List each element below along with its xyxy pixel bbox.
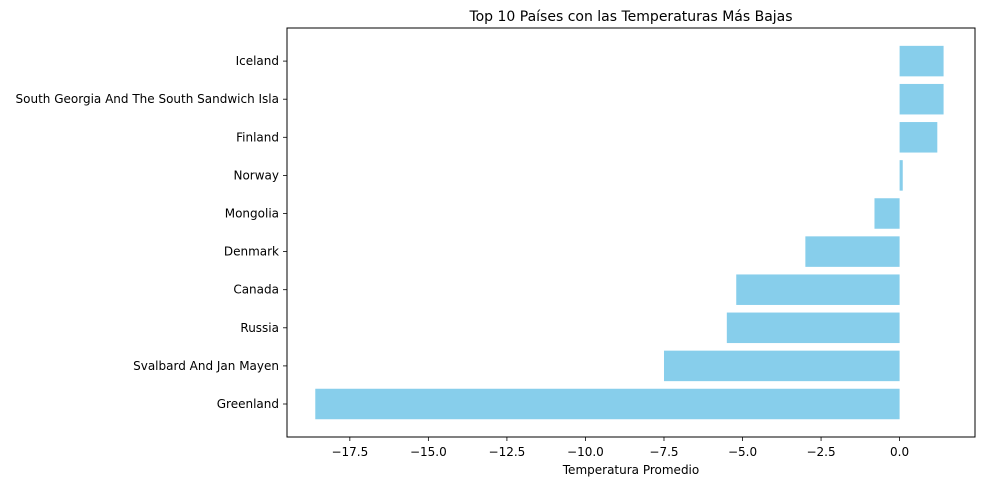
bar-iceland (899, 45, 944, 77)
bar-denmark (805, 236, 900, 267)
y-tick-label: Canada (233, 283, 279, 297)
bar-canada (736, 274, 900, 305)
x-tick-label: −12.5 (489, 445, 526, 459)
bar-russia (726, 312, 900, 344)
y-tick-label: Denmark (224, 245, 279, 259)
y-tick-label: Finland (236, 130, 279, 144)
y-axis-ticks: Greenland Svalbard And Jan Mayen Russia Can… (16, 54, 287, 411)
x-tick-label: −5.0 (728, 445, 757, 459)
bar-norway (899, 160, 903, 191)
y-tick-label: Svalbard And Jan Mayen (133, 359, 279, 373)
y-tick-label: South Georgia And The South Sandwich Isl… (16, 92, 279, 106)
bars-layer (315, 45, 944, 420)
x-tick-label: −7.5 (649, 445, 678, 459)
x-tick-label: −10.0 (567, 445, 604, 459)
bar-greenland (315, 388, 900, 420)
y-tick-label: Russia (240, 321, 279, 335)
y-tick-label: Mongolia (225, 207, 279, 221)
x-tick-label: −17.5 (331, 445, 368, 459)
x-axis-label: Temperatura Promedio (562, 463, 699, 477)
x-tick-label: 0.0 (890, 445, 909, 459)
bar-finland (899, 122, 938, 153)
y-tick-label: Norway (233, 168, 279, 182)
x-axis-ticks: −17.5 −15.0 −12.5 −10.0 −7.5 −5.0 −2.5 0.0 (331, 437, 909, 459)
bar-svalbard-and-jan-mayen (663, 350, 900, 382)
x-tick-label: −2.5 (806, 445, 835, 459)
x-tick-label: −15.0 (410, 445, 447, 459)
plot-frame (286, 27, 976, 438)
y-tick-label: Greenland (217, 397, 279, 411)
y-tick-label: Iceland (236, 54, 279, 68)
bar-mongolia (874, 198, 900, 229)
bar-south-georgia-and-the-south-sandwich-isla (899, 83, 944, 115)
chart-title: Top 10 Países con las Temperaturas Más B… (468, 9, 792, 25)
